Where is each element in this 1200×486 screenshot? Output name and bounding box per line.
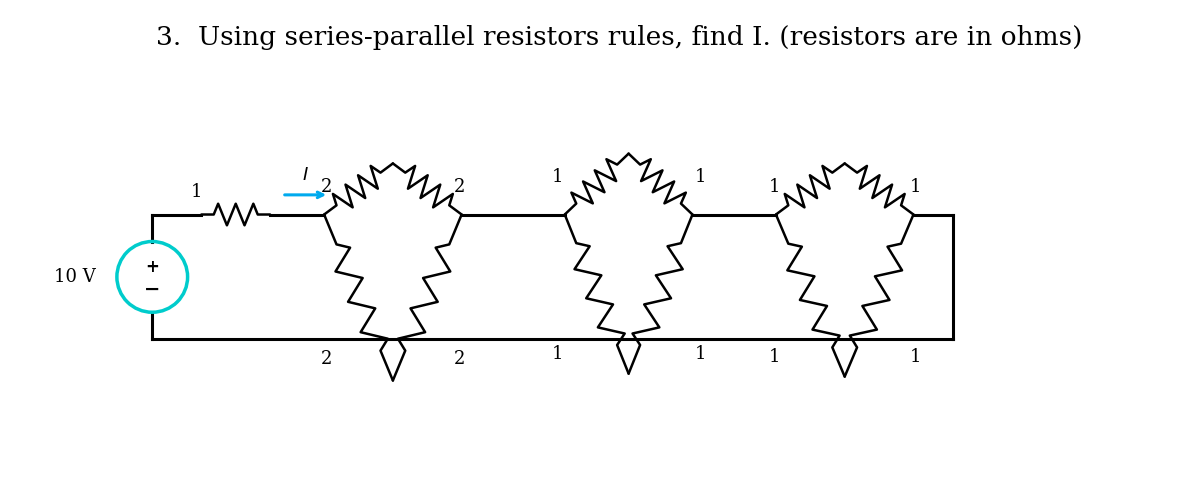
- Text: −: −: [144, 280, 161, 299]
- Text: 1: 1: [551, 345, 563, 363]
- Text: 2: 2: [454, 350, 466, 368]
- Text: 1: 1: [551, 168, 563, 186]
- Text: 2: 2: [320, 350, 332, 368]
- Text: 10 V: 10 V: [54, 268, 95, 286]
- Text: 1: 1: [191, 183, 202, 201]
- Text: 1: 1: [768, 178, 780, 196]
- Text: 3.  Using series-parallel resistors rules, find I. (resistors are in ohms): 3. Using series-parallel resistors rules…: [156, 25, 1082, 50]
- Text: 2: 2: [454, 178, 466, 196]
- Text: 2: 2: [320, 178, 332, 196]
- Text: $I$: $I$: [302, 166, 308, 184]
- Text: +: +: [145, 258, 160, 276]
- Text: 1: 1: [768, 348, 780, 366]
- Text: 1: 1: [695, 168, 706, 186]
- Text: 1: 1: [695, 345, 706, 363]
- Text: 1: 1: [910, 178, 922, 196]
- Text: 1: 1: [910, 348, 922, 366]
